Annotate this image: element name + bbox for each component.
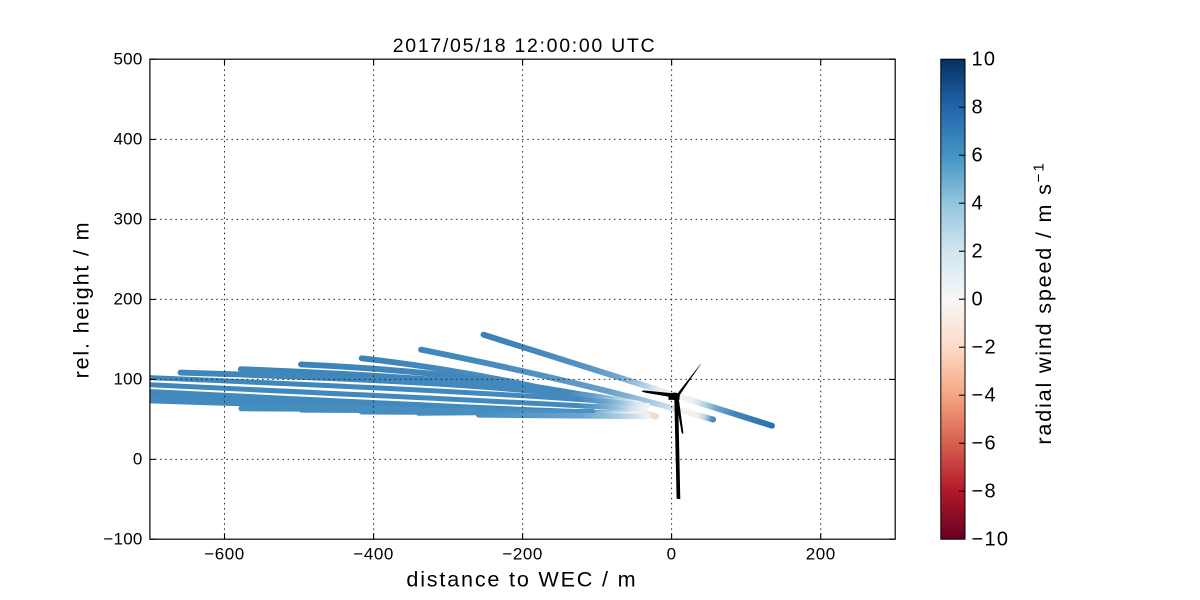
svg-text:500: 500	[114, 49, 143, 68]
svg-text:200: 200	[806, 545, 836, 564]
svg-text:−600: −600	[204, 545, 245, 564]
svg-text:−6: −6	[972, 433, 997, 455]
svg-text:−8: −8	[972, 481, 997, 503]
svg-text:0: 0	[972, 289, 984, 311]
svg-text:rel. height / m: rel. height / m	[68, 221, 93, 379]
svg-text:radial wind speed / m s−1: radial wind speed / m s−1	[1031, 161, 1057, 444]
svg-text:8: 8	[972, 97, 984, 119]
svg-text:300: 300	[114, 210, 143, 229]
svg-text:0: 0	[133, 450, 143, 469]
svg-text:2: 2	[972, 241, 984, 263]
svg-text:0: 0	[667, 545, 677, 564]
svg-text:6: 6	[972, 145, 984, 167]
svg-text:2017/05/18 12:00:00 UTC: 2017/05/18 12:00:00 UTC	[393, 35, 657, 57]
svg-text:−200: −200	[502, 545, 543, 564]
svg-text:100: 100	[114, 370, 143, 389]
svg-text:−2: −2	[972, 337, 997, 359]
svg-text:4: 4	[972, 193, 984, 215]
svg-text:400: 400	[114, 130, 143, 149]
svg-text:200: 200	[114, 290, 143, 309]
svg-text:−400: −400	[353, 545, 394, 564]
svg-text:−4: −4	[972, 385, 997, 407]
svg-text:−10: −10	[972, 529, 1010, 551]
svg-text:−100: −100	[103, 529, 142, 548]
svg-text:distance to WEC / m: distance to WEC / m	[406, 567, 637, 592]
svg-text:10: 10	[972, 49, 997, 71]
